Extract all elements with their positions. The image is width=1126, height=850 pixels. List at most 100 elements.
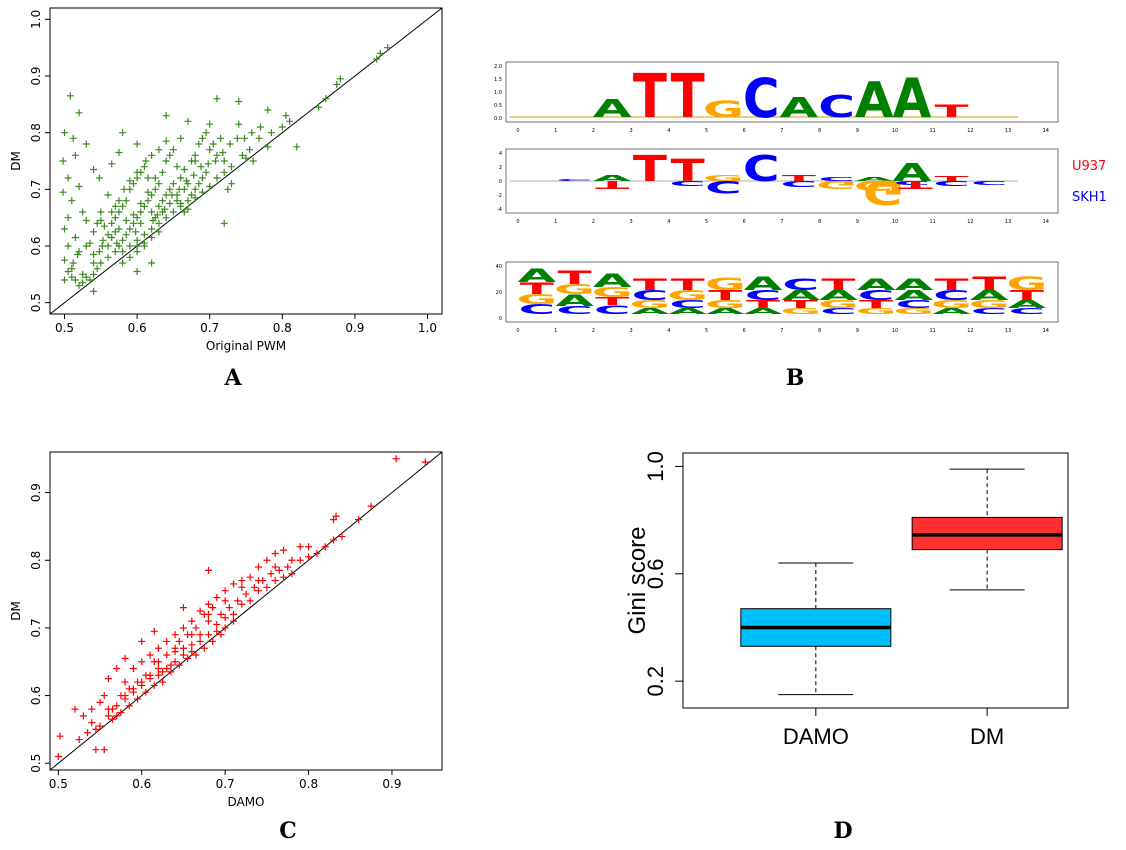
x-tick-label: DM <box>970 724 1004 749</box>
data-point <box>367 502 375 510</box>
logo-frame <box>505 261 1059 323</box>
data-point <box>96 698 104 706</box>
panel-label-a: A <box>223 365 242 391</box>
data-point <box>238 583 246 591</box>
data-point <box>125 702 133 710</box>
data-point <box>213 95 221 103</box>
logo-x-tick-label: 10 <box>892 328 898 334</box>
data-point <box>188 617 196 625</box>
data-point <box>179 651 187 659</box>
data-point <box>163 651 171 659</box>
logo-x-tick-label: 7 <box>780 128 783 134</box>
logo-letter-A: A <box>893 158 932 187</box>
logo-letter-A: A <box>1008 299 1047 311</box>
logo-x-tick-label: 14 <box>1043 219 1049 225</box>
data-point <box>122 217 130 224</box>
logo-letter-A: A <box>668 307 707 316</box>
data-point <box>166 151 174 159</box>
logo-x-tick-label: 5 <box>705 328 708 334</box>
logo-letter-T: T <box>934 102 969 121</box>
data-point <box>188 191 196 199</box>
logo-x-tick-label: 1 <box>554 219 557 225</box>
data-point <box>177 134 185 142</box>
data-point <box>61 256 69 264</box>
data-point <box>179 604 187 612</box>
x-tick-label: 0.7 <box>200 321 219 335</box>
logo-x-tick-label: 4 <box>667 328 670 334</box>
data-point <box>238 600 246 608</box>
logo-letter-A: A <box>593 94 632 123</box>
logo-letter-G: G <box>667 288 708 303</box>
data-point <box>282 112 290 120</box>
logo-letter-T: T <box>671 63 705 133</box>
logo-x-tick-label: 11 <box>930 328 936 334</box>
logo-letter-G: G <box>893 307 934 316</box>
logo-letter-G: G <box>703 97 744 123</box>
logo-letter-T: T <box>746 299 781 311</box>
logo-x-tick-label: 10 <box>892 128 898 134</box>
data-point <box>220 219 228 227</box>
logo-x-tick-label: 9 <box>856 128 859 134</box>
data-point <box>126 242 134 250</box>
data-point <box>138 678 146 686</box>
data-point <box>184 197 192 205</box>
data-point <box>64 268 72 275</box>
data-point <box>227 180 235 188</box>
logo-x-tick-label: 9 <box>856 328 859 334</box>
logo-y-tick-label: 1.5 <box>494 77 502 83</box>
data-point <box>242 154 250 162</box>
panel-label-c: C <box>279 818 297 844</box>
logo-letter-A: A <box>857 276 896 294</box>
data-point <box>250 583 258 591</box>
data-point <box>126 177 134 185</box>
logo-letter-C: C <box>820 307 857 316</box>
data-point <box>212 157 220 165</box>
data-point <box>234 597 242 605</box>
data-point <box>115 208 123 216</box>
data-point <box>204 617 212 625</box>
data-point <box>122 197 130 205</box>
logo-letter-C: C <box>669 299 706 311</box>
data-point <box>168 191 176 199</box>
data-point <box>142 688 150 696</box>
logo-letter-A: A <box>970 288 1010 303</box>
logo-letter-C: C <box>669 179 706 187</box>
data-point <box>213 174 221 182</box>
logo-x-tick-label: 9 <box>856 219 859 225</box>
data-point <box>188 631 196 639</box>
data-point <box>217 631 225 639</box>
logo-frame <box>505 61 1059 123</box>
y-axis-label: DM <box>9 601 23 621</box>
logo-y-tick-label: 2.0 <box>494 64 502 70</box>
data-point <box>68 273 76 281</box>
data-point <box>111 248 119 256</box>
data-point <box>59 157 67 165</box>
data-point <box>200 644 208 652</box>
data-point <box>238 577 246 585</box>
data-point <box>119 259 127 267</box>
data-point <box>120 185 128 193</box>
data-point <box>119 129 127 137</box>
data-point <box>204 566 212 574</box>
data-point <box>163 665 171 673</box>
data-point <box>98 242 106 250</box>
logo-letter-C: C <box>858 288 895 303</box>
data-point <box>86 239 94 247</box>
data-point <box>267 129 275 137</box>
logo-y-tick-label: 4 <box>499 151 502 157</box>
logo-letter-T: T <box>934 276 969 294</box>
logo-x-tick-label: 0 <box>516 128 519 134</box>
logo-y-tick-label: 0 <box>499 179 502 185</box>
data-point <box>109 715 117 723</box>
data-point <box>111 214 119 222</box>
data-point <box>90 287 98 295</box>
logo-x-tick-label: 5 <box>705 219 708 225</box>
data-point <box>64 242 72 250</box>
data-point <box>82 140 90 148</box>
logo-x-tick-label: 7 <box>780 219 783 225</box>
data-point <box>121 678 129 686</box>
data-point <box>180 166 188 173</box>
logo-x-tick-label: 8 <box>818 328 821 334</box>
data-point <box>88 705 96 713</box>
